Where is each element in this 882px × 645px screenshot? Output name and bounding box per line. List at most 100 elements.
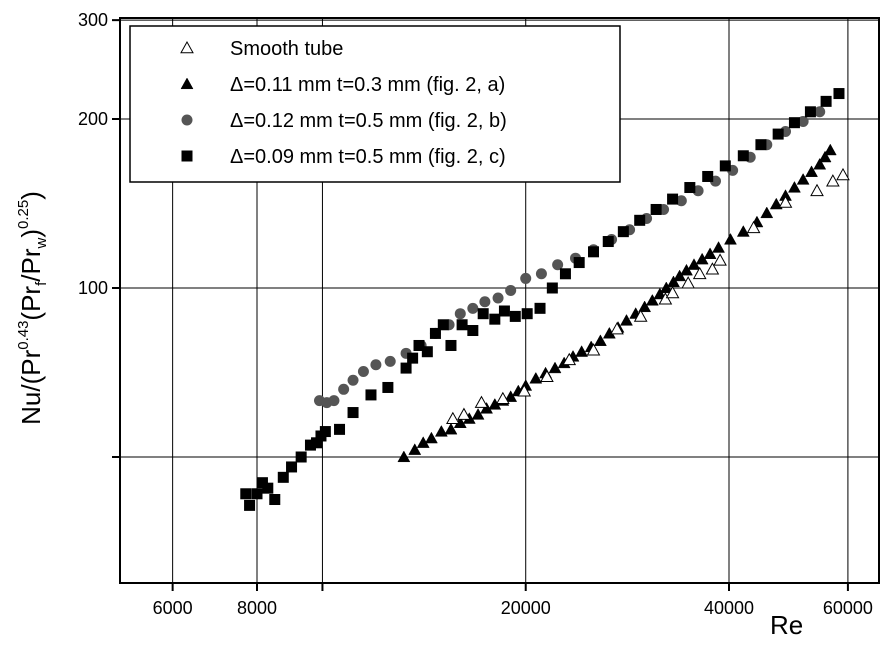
data-point bbox=[498, 305, 510, 317]
data-point bbox=[820, 95, 832, 107]
y-title-tail: ) bbox=[16, 191, 46, 200]
data-point bbox=[692, 185, 704, 197]
plot-frame bbox=[119, 17, 880, 584]
data-point bbox=[788, 181, 801, 193]
data-point bbox=[602, 236, 614, 248]
data-point bbox=[586, 343, 601, 356]
series-4 bbox=[240, 88, 845, 511]
data-point bbox=[552, 259, 564, 271]
data-point bbox=[479, 296, 491, 308]
data-point bbox=[667, 193, 679, 205]
data-point bbox=[467, 302, 479, 314]
data-point bbox=[796, 173, 810, 185]
data-point bbox=[587, 246, 599, 258]
data-point bbox=[634, 214, 646, 226]
data-point bbox=[712, 241, 725, 253]
y-axis-title: Nu/(Pr0.43(Prf/Prw)0.25) bbox=[15, 191, 50, 425]
data-point bbox=[492, 292, 504, 304]
data-point bbox=[240, 488, 252, 500]
data-point bbox=[667, 275, 680, 288]
data-point bbox=[713, 253, 727, 266]
data-point bbox=[535, 268, 547, 280]
data-point bbox=[424, 431, 438, 444]
data-point bbox=[400, 362, 412, 374]
data-point bbox=[496, 391, 510, 405]
data-point bbox=[823, 143, 837, 156]
data-point bbox=[826, 174, 840, 187]
data-point bbox=[509, 310, 521, 322]
data-point bbox=[269, 494, 281, 506]
data-point bbox=[489, 313, 501, 325]
data-point bbox=[445, 339, 457, 351]
data-point bbox=[645, 293, 659, 306]
data-point bbox=[813, 157, 827, 170]
y-tick-label: 300 bbox=[78, 10, 108, 30]
data-point bbox=[805, 165, 818, 177]
data-point bbox=[529, 371, 543, 384]
data-point bbox=[474, 395, 489, 408]
data-point bbox=[382, 381, 394, 393]
x-tick-label: 40000 bbox=[704, 598, 754, 618]
data-point bbox=[702, 170, 714, 182]
data-point bbox=[520, 272, 532, 284]
data-point bbox=[562, 352, 577, 366]
y-title-close: ) bbox=[16, 229, 46, 238]
data-point bbox=[540, 369, 554, 383]
data-point bbox=[810, 183, 824, 197]
y-title-mid2: /Pr bbox=[16, 248, 46, 282]
data-point bbox=[675, 195, 687, 207]
data-point bbox=[467, 325, 479, 337]
legend-label: Smooth tube bbox=[230, 38, 343, 60]
data-point bbox=[724, 233, 737, 245]
data-point bbox=[559, 268, 571, 280]
data-point bbox=[437, 319, 449, 331]
data-point bbox=[593, 334, 607, 346]
data-point bbox=[684, 182, 696, 194]
data-point bbox=[797, 115, 809, 127]
data-point bbox=[457, 407, 471, 420]
x-axis-title: Re bbox=[770, 610, 803, 640]
data-point bbox=[446, 411, 460, 425]
data-point bbox=[575, 345, 589, 357]
data-point bbox=[617, 226, 629, 238]
data-point bbox=[719, 160, 731, 172]
y-title-exp2: 0.25 bbox=[15, 200, 32, 229]
data-point bbox=[836, 167, 850, 181]
data-point bbox=[357, 366, 369, 378]
data-point bbox=[746, 220, 761, 234]
data-point bbox=[408, 443, 422, 455]
y-title-sub1: f bbox=[33, 281, 50, 286]
data-point bbox=[251, 488, 263, 500]
data-point bbox=[681, 276, 696, 289]
data-point bbox=[347, 374, 359, 386]
data-point bbox=[444, 422, 458, 435]
legend: Smooth tube Δ=0.11 mm t=0.3 mm (fig. 2, a… bbox=[129, 25, 621, 183]
data-point bbox=[673, 269, 687, 282]
data-point bbox=[384, 355, 396, 367]
data-point bbox=[319, 426, 331, 438]
data-point bbox=[413, 339, 425, 351]
data-point bbox=[658, 292, 673, 305]
data-point bbox=[548, 361, 562, 374]
data-point bbox=[407, 352, 419, 364]
data-point bbox=[244, 499, 256, 511]
data-point bbox=[737, 150, 749, 162]
data-point bbox=[778, 195, 793, 208]
data-point bbox=[818, 150, 832, 163]
legend-marker bbox=[181, 150, 193, 162]
data-point bbox=[365, 389, 377, 401]
data-point bbox=[295, 451, 307, 463]
axis-ticks: 6000 8000 20000 40000 60000 100 200 300 bbox=[78, 10, 873, 618]
legend-label: Δ=0.11 mm t=0.3 mm (fig. 2, a) bbox=[230, 74, 505, 96]
data-point bbox=[370, 359, 382, 371]
data-point bbox=[736, 225, 750, 237]
data-points bbox=[240, 88, 850, 511]
data-point bbox=[814, 106, 826, 118]
data-point bbox=[471, 408, 485, 420]
data-point bbox=[573, 257, 585, 269]
data-point bbox=[477, 308, 489, 320]
data-point bbox=[328, 395, 340, 407]
data-point bbox=[692, 266, 707, 280]
y-title-lead: Nu/(Pr bbox=[16, 349, 46, 424]
